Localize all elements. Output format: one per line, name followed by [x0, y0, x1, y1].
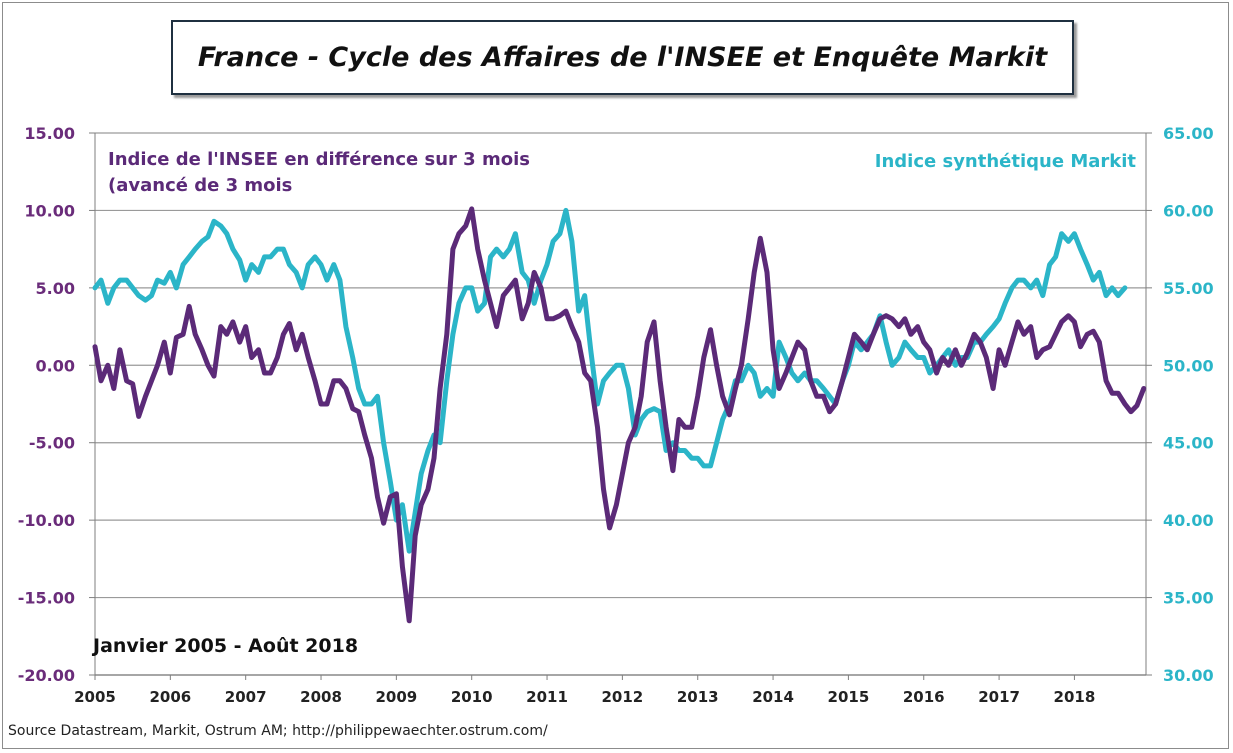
left-tick-label: 0.00: [36, 356, 75, 375]
left-tick-label: -15.00: [18, 589, 75, 608]
left-tick-label: -5.00: [29, 434, 75, 453]
chart-title: France - Cycle des Affaires de l'INSEE e…: [197, 42, 1048, 73]
tick-labels: 15.00 10.00 5.00 0.00 -5.00 -10.00 -15.00 -20.0…: [18, 124, 1214, 706]
x-tick-label: 2017: [978, 688, 1020, 706]
x-tick-label: 2005: [74, 688, 116, 706]
x-tick-label: 2015: [828, 688, 870, 706]
markit-series-label: Indice synthétique Markit: [875, 151, 1137, 172]
right-tick-label: 35.00: [1163, 589, 1214, 608]
x-tick-label: 2016: [903, 688, 945, 706]
series-lines: [92, 206, 1147, 624]
right-tick-label: 65.00: [1163, 124, 1214, 143]
right-tick-label: 30.00: [1163, 666, 1214, 685]
x-tick-label: 2008: [300, 688, 342, 706]
x-tick-label: 2006: [149, 688, 191, 706]
grid-lines: [95, 132, 1146, 676]
period-annotation: Janvier 2005 - Août 2018: [91, 635, 358, 657]
x-tick-label: 2018: [1054, 688, 1096, 706]
left-tick-label: 10.00: [24, 201, 75, 220]
left-tick-label: 15.00: [24, 124, 75, 143]
right-tick-label: 55.00: [1163, 279, 1214, 298]
source-note: Source Datastream, Markit, Ostrum AM; ht…: [8, 723, 548, 739]
right-tick-label: 50.00: [1163, 356, 1214, 375]
x-tick-label: 2014: [752, 688, 794, 706]
markit-series-line: [92, 207, 1128, 554]
x-tick-label: 2007: [225, 688, 267, 706]
insee-series-label-line2: (avancé de 3 mois: [108, 175, 292, 196]
chart-title-box: France - Cycle des Affaires de l'INSEE e…: [171, 20, 1074, 95]
left-tick-label: 5.00: [36, 279, 75, 298]
x-tick-label: 2013: [677, 688, 719, 706]
x-tick-label: 2012: [602, 688, 644, 706]
right-tick-label: 45.00: [1163, 434, 1214, 453]
left-tick-label: -10.00: [18, 511, 75, 530]
insee-series-line: [92, 206, 1147, 624]
x-tick-label: 2010: [451, 688, 493, 706]
right-tick-label: 40.00: [1163, 511, 1214, 530]
right-tick-label: 60.00: [1163, 201, 1214, 220]
axes: [89, 132, 1152, 680]
insee-series-label: Indice de l'INSEE en différence sur 3 mo…: [108, 149, 530, 170]
x-tick-label: 2011: [526, 688, 568, 706]
left-tick-label: -20.00: [18, 666, 75, 685]
x-tick-label: 2009: [375, 688, 417, 706]
